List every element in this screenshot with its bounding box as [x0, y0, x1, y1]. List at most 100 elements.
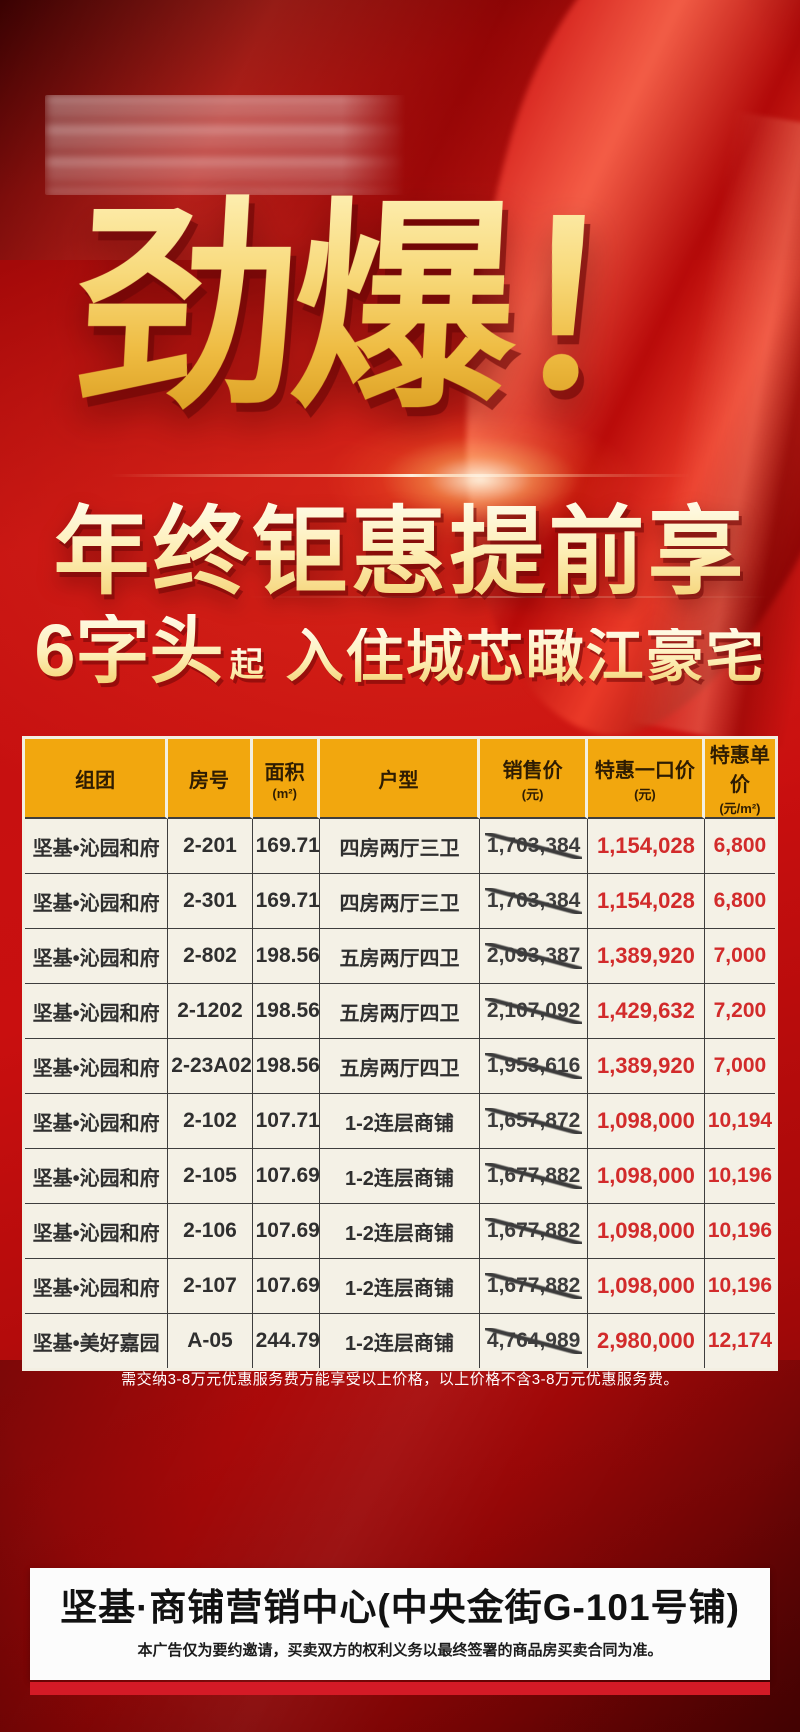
cell-unit-price: 6,800	[704, 874, 775, 929]
cell-deal-price: 1,429,632	[587, 984, 705, 1039]
cell-layout: 1-2连层商铺	[319, 1204, 481, 1259]
cell-list-price: 4,764,989	[480, 1314, 588, 1368]
cell-deal-price: 1,154,028	[587, 874, 705, 929]
cell-group: 坚基•沁园和府	[25, 929, 169, 984]
struck-price: 1,703,384	[484, 833, 583, 859]
table-row: 坚基•沁园和府 2-107 107.69 1-2连层商铺 1,677,882 1…	[25, 1259, 775, 1314]
cell-unit-price: 10,196	[704, 1259, 775, 1314]
cell-layout: 五房两厅四卫	[319, 1039, 481, 1094]
cell-layout: 四房两厅三卫	[319, 874, 481, 929]
cell-room: 2-301	[168, 874, 253, 929]
cell-area: 169.71	[252, 874, 320, 929]
struck-price: 2,093,387	[484, 943, 583, 969]
struck-price: 1,657,872	[484, 1108, 583, 1134]
cell-group: 坚基•沁园和府	[25, 819, 169, 874]
cell-deal-price: 1,098,000	[587, 1204, 705, 1259]
col-header-unit: (元)	[634, 786, 656, 802]
table-row: 坚基•沁园和府 2-301 169.71 四房两厅三卫 1,703,384 1,…	[25, 874, 775, 929]
col-header-label: 房号	[188, 769, 229, 792]
lens-flare-streak	[110, 474, 690, 477]
cell-area: 198.56	[252, 1039, 320, 1094]
cell-deal-price: 2,980,000	[587, 1314, 705, 1368]
col-header-label: 面积	[264, 761, 305, 784]
cell-deal-price: 1,389,920	[587, 1039, 705, 1094]
table-row: 坚基•沁园和府 2-105 107.69 1-2连层商铺 1,677,882 1…	[25, 1149, 775, 1204]
cell-room: 2-1202	[168, 984, 253, 1039]
cell-list-price: 1,703,384	[480, 874, 588, 929]
col-header-layout: 户型	[319, 739, 481, 819]
cell-list-price: 2,093,387	[480, 929, 588, 984]
struck-price: 1,703,384	[484, 888, 583, 914]
cell-room: 2-106	[168, 1204, 253, 1259]
cell-deal-price: 1,098,000	[587, 1094, 705, 1149]
cell-deal-price: 1,098,000	[587, 1149, 705, 1204]
cell-layout: 四房两厅三卫	[319, 819, 481, 874]
cell-group: 坚基•沁园和府	[25, 1149, 169, 1204]
col-header-unit: (元)	[521, 786, 544, 802]
cell-layout: 五房两厅四卫	[319, 984, 481, 1039]
cell-deal-price: 1,098,000	[587, 1259, 705, 1314]
cell-list-price: 1,703,384	[480, 819, 588, 874]
cell-layout: 1-2连层商铺	[319, 1094, 481, 1149]
cell-area: 107.69	[252, 1259, 320, 1314]
price-table-wrapper: 组团 房号 面积 (m²) 户型 销售价 (元) 特惠一口价 (元) 特惠单价 (元/m…	[22, 736, 778, 1371]
tagline-price-prefix: 6字头	[34, 609, 224, 692]
cell-list-price: 1,677,882	[480, 1149, 588, 1204]
sales-center-banner: 坚基·商铺营销中心(中央金街G-101号铺) 本广告仅为要约邀请，买卖双方的权利…	[30, 1568, 770, 1680]
cell-room: 2-802	[168, 929, 253, 984]
cell-area: 169.71	[252, 819, 320, 874]
cell-layout: 1-2连层商铺	[319, 1149, 481, 1204]
struck-price: 4,764,989	[484, 1328, 583, 1354]
cell-layout: 五房两厅四卫	[319, 929, 481, 984]
cell-room: 2-102	[168, 1094, 253, 1149]
tagline-qi-suffix: 起	[230, 648, 264, 688]
col-header-label: 特惠单价	[709, 745, 770, 796]
col-header-group: 组团	[25, 739, 169, 819]
cell-room: 2-107	[168, 1259, 253, 1314]
cell-group: 坚基•沁园和府	[25, 874, 169, 929]
price-table-body: 坚基•沁园和府 2-201 169.71 四房两厅三卫 1,703,384 1,…	[25, 819, 775, 1368]
cell-unit-price: 7,200	[704, 984, 775, 1039]
service-fee-note: 需交纳3-8万元优惠服务费方能享受以上价格，以上价格不含3-8万元优惠服务费。	[121, 1371, 679, 1388]
tagline: 6字头 起 入住城芯瞰江豪宅	[0, 614, 800, 688]
cell-group: 坚基•沁园和府	[25, 1094, 169, 1149]
tagline-main: 入住城芯瞰江豪宅	[285, 624, 766, 689]
blurred-logo-region	[45, 95, 407, 195]
table-row: 坚基•美好嘉园 A-05 244.79 1-2连层商铺 4,764,989 2,…	[25, 1314, 775, 1368]
col-header-unit-price: 特惠单价 (元/m²)	[704, 739, 775, 819]
cell-group: 坚基•沁园和府	[25, 984, 169, 1039]
struck-price: 1,677,882	[484, 1273, 583, 1299]
cell-unit-price: 7,000	[704, 1039, 775, 1094]
col-header-unit: (m²)	[272, 785, 297, 801]
subheadline: 年终钜惠提前享	[0, 500, 800, 606]
cell-layout: 1-2连层商铺	[319, 1314, 481, 1368]
cell-room: 2-201	[168, 819, 253, 874]
cell-group: 坚基•美好嘉园	[25, 1314, 169, 1368]
cell-unit-price: 12,174	[704, 1314, 775, 1368]
col-header-label: 组团	[75, 769, 116, 792]
col-header-list-price: 销售价 (元)	[480, 739, 588, 819]
col-header-area: 面积 (m²)	[252, 739, 320, 819]
cell-group: 坚基•沁园和府	[25, 1039, 169, 1094]
cell-unit-price: 10,196	[704, 1149, 775, 1204]
cell-list-price: 1,657,872	[480, 1094, 588, 1149]
cell-unit-price: 6,800	[704, 819, 775, 874]
cell-area: 198.56	[252, 929, 320, 984]
table-row: 坚基•沁园和府 2-802 198.56 五房两厅四卫 2,093,387 1,…	[25, 929, 775, 984]
cell-list-price: 1,953,616	[480, 1039, 588, 1094]
cell-group: 坚基•沁园和府	[25, 1204, 169, 1259]
cell-list-price: 1,677,882	[480, 1204, 588, 1259]
table-row: 坚基•沁园和府 2-23A02 198.56 五房两厅四卫 1,953,616 …	[25, 1039, 775, 1094]
cell-group: 坚基•沁园和府	[25, 1259, 169, 1314]
cell-deal-price: 1,154,028	[587, 819, 705, 874]
col-header-deal-price: 特惠一口价 (元)	[587, 739, 705, 819]
cell-layout: 1-2连层商铺	[319, 1259, 481, 1314]
col-header-room: 房号	[168, 739, 253, 819]
struck-price: 1,953,616	[484, 1053, 583, 1079]
cell-room: 2-23A02	[168, 1039, 253, 1094]
cell-deal-price: 1,389,920	[587, 929, 705, 984]
table-row: 坚基•沁园和府 2-1202 198.56 五房两厅四卫 2,107,092 1…	[25, 984, 775, 1039]
cell-list-price: 1,677,882	[480, 1259, 588, 1314]
headline: 劲爆！	[0, 184, 800, 434]
